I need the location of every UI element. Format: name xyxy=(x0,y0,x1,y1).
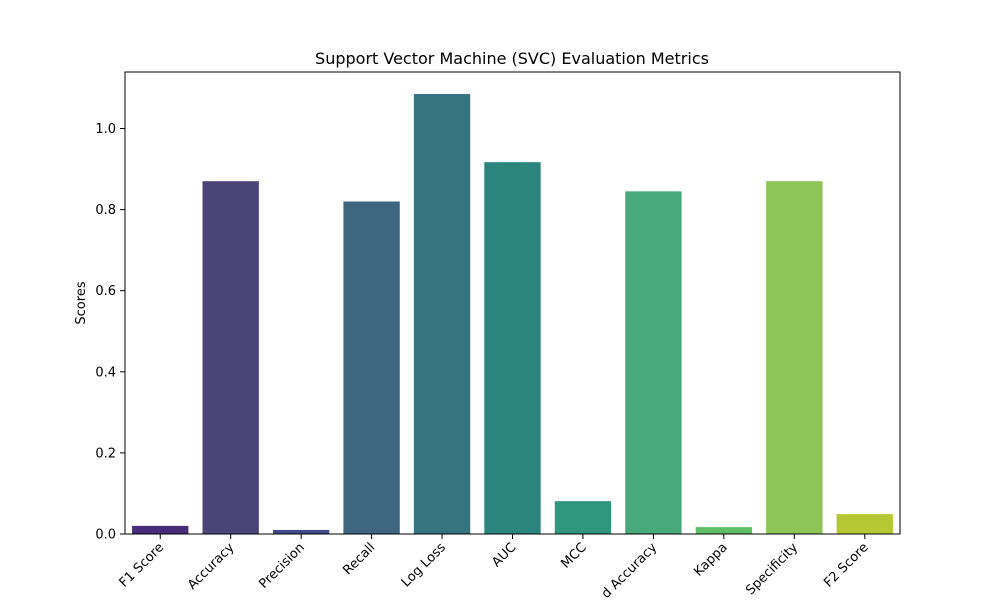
bar-7 xyxy=(625,191,682,534)
bar-2 xyxy=(272,529,330,534)
bar-1 xyxy=(202,181,259,534)
bar-5 xyxy=(484,162,541,534)
chart-title: Support Vector Machine (SVC) Evaluation … xyxy=(315,49,709,68)
y-axis-ticks: 0.0 0.2 0.4 0.6 0.8 1.0 xyxy=(95,122,125,543)
bars-group xyxy=(132,94,893,535)
y-tick-label-1: 0.2 xyxy=(95,446,116,461)
bar-8 xyxy=(695,527,753,534)
y-tick-label-3: 0.6 xyxy=(95,284,116,299)
bar-10 xyxy=(836,514,893,534)
y-tick-label-5: 1.0 xyxy=(95,122,116,137)
plot-frame xyxy=(124,71,901,535)
y-axis-label: Scores xyxy=(74,281,89,324)
bar-9 xyxy=(766,181,823,534)
bar-3 xyxy=(343,201,400,535)
y-tick-label-4: 0.8 xyxy=(95,203,116,218)
bar-0 xyxy=(132,525,189,534)
bar-6 xyxy=(554,501,612,534)
y-tick-label-0: 0.0 xyxy=(95,528,116,543)
bar-4 xyxy=(413,94,471,535)
y-tick-label-2: 0.4 xyxy=(95,365,116,380)
